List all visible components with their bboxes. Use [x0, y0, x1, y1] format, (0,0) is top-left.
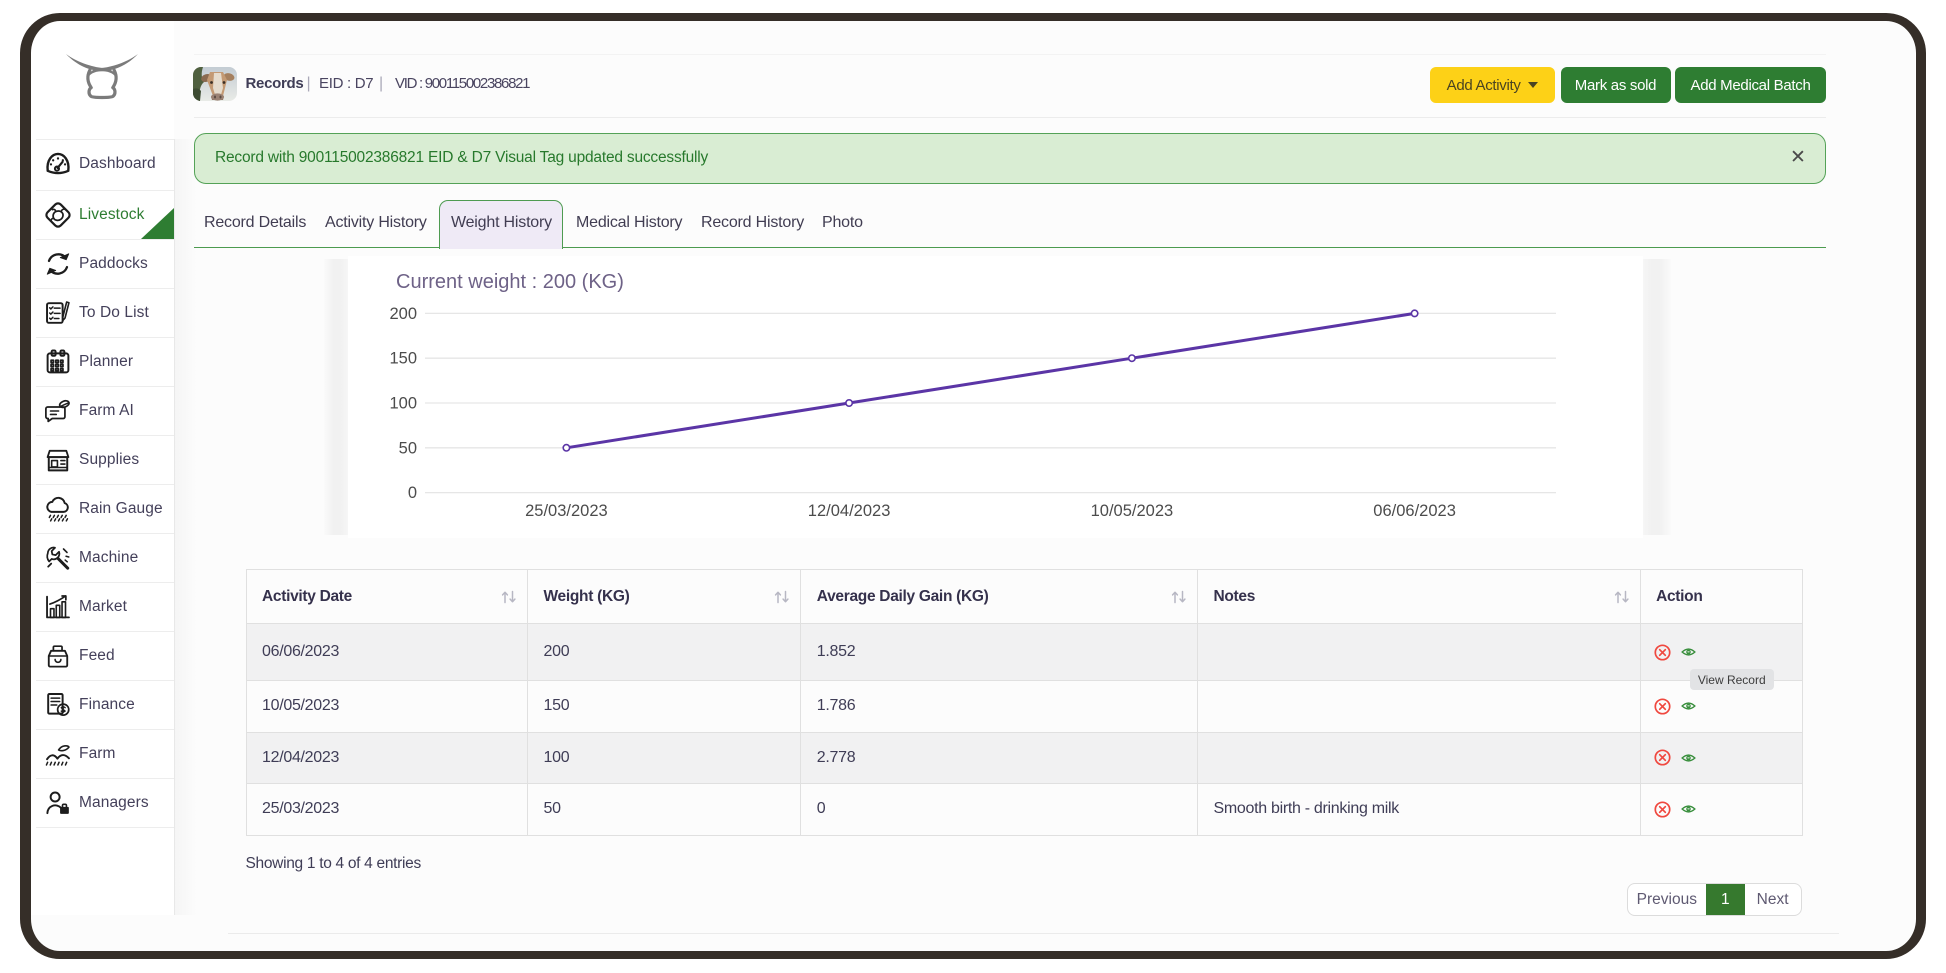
svg-text:25/03/2023: 25/03/2023 [525, 502, 608, 520]
svg-text:50: 50 [399, 439, 417, 457]
svg-text:200: 200 [389, 305, 417, 323]
svg-text:06/06/2023: 06/06/2023 [1373, 502, 1456, 520]
svg-text:10/05/2023: 10/05/2023 [1091, 502, 1174, 520]
svg-text:150: 150 [389, 350, 417, 368]
svg-text:100: 100 [389, 395, 417, 413]
svg-text:12/04/2023: 12/04/2023 [808, 502, 891, 520]
svg-text:0: 0 [408, 484, 417, 502]
svg-text:Current weight : 200 (KG): Current weight : 200 (KG) [396, 271, 624, 293]
